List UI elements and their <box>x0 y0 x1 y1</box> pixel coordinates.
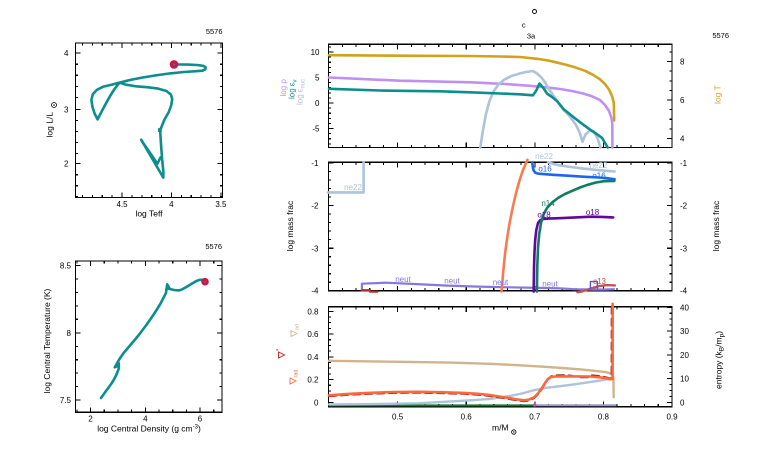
svg-text:5576: 5576 <box>206 27 223 36</box>
svg-text:c13: c13 <box>593 277 606 286</box>
svg-text:40: 40 <box>680 303 689 312</box>
svg-text:ne22: ne22 <box>590 161 608 170</box>
svg-text:-3: -3 <box>680 244 688 253</box>
svg-text:0: 0 <box>680 398 685 407</box>
svg-text:4: 4 <box>143 415 148 424</box>
svg-text:-3: -3 <box>311 244 319 253</box>
svg-text:log εν: log εν <box>288 80 299 99</box>
svg-text:2: 2 <box>64 160 69 169</box>
svg-text:0.2: 0.2 <box>307 376 319 385</box>
svg-text:log ρ: log ρ <box>279 79 288 97</box>
svg-text:entropy (kB/mp): entropy (kB/mp) <box>714 331 726 389</box>
svg-text:0.8: 0.8 <box>598 413 610 422</box>
svg-text:10: 10 <box>311 48 320 57</box>
svg-text:20: 20 <box>680 351 689 360</box>
svg-text:-1: -1 <box>680 159 688 168</box>
svg-text:0.4: 0.4 <box>307 353 319 362</box>
svg-text:30: 30 <box>680 327 689 336</box>
svg-text:-5: -5 <box>312 125 320 134</box>
svg-text:0.5: 0.5 <box>392 413 404 422</box>
svg-text:0.6: 0.6 <box>307 330 319 339</box>
svg-text:5576: 5576 <box>205 242 222 251</box>
svg-text:5576: 5576 <box>712 31 729 40</box>
svg-text:0: 0 <box>315 99 320 108</box>
svg-text:o18: o18 <box>537 210 551 219</box>
svg-text:ne22: ne22 <box>344 183 362 192</box>
svg-text:7.5: 7.5 <box>60 396 72 405</box>
svg-text:-4: -4 <box>311 287 319 296</box>
svg-text:log εnuc: log εnuc <box>296 79 307 105</box>
svg-text:n14: n14 <box>541 199 555 208</box>
svg-text:o16: o16 <box>592 172 606 181</box>
svg-text:ne22: ne22 <box>535 152 553 161</box>
svg-text:-4: -4 <box>680 287 688 296</box>
svg-text:o16: o16 <box>538 165 552 174</box>
svg-text:4: 4 <box>680 135 685 144</box>
svg-text:10: 10 <box>680 375 689 384</box>
svg-text:8: 8 <box>67 329 72 338</box>
svg-text:neut: neut <box>542 280 558 289</box>
svg-text:rad: rad <box>294 370 300 378</box>
svg-text:log mass frac: log mass frac <box>711 200 721 251</box>
svg-text:c: c <box>522 20 526 29</box>
svg-text:-1: -1 <box>311 159 319 168</box>
svg-text:-2: -2 <box>311 202 319 211</box>
svg-text:8.5: 8.5 <box>60 262 72 271</box>
svg-text:o18: o18 <box>586 208 600 217</box>
svg-text:3a: 3a <box>527 31 536 40</box>
svg-text:log L/L: log L/L <box>45 112 55 138</box>
svg-text:5: 5 <box>315 74 320 83</box>
svg-text:*: * <box>277 348 283 351</box>
svg-text:6: 6 <box>198 415 203 424</box>
svg-text:log Central Temperature (K): log Central Temperature (K) <box>42 288 52 393</box>
svg-text:2: 2 <box>88 415 93 424</box>
svg-text:log Teff: log Teff <box>135 209 163 219</box>
svg-text:8: 8 <box>680 58 685 67</box>
svg-text:0.8: 0.8 <box>307 307 319 316</box>
svg-text:3: 3 <box>64 105 69 114</box>
svg-text:4: 4 <box>64 49 69 58</box>
svg-text:4: 4 <box>169 200 174 209</box>
svg-text:log mass frac: log mass frac <box>285 200 295 251</box>
svg-text:neut: neut <box>395 275 411 284</box>
svg-text:log T: log T <box>713 85 723 104</box>
svg-text:neut: neut <box>444 276 460 285</box>
svg-text:0: 0 <box>314 398 319 407</box>
svg-text:0.7: 0.7 <box>529 413 541 422</box>
svg-text:ad: ad <box>295 324 301 330</box>
svg-text:6: 6 <box>680 96 685 105</box>
svg-text:4.5: 4.5 <box>116 200 128 209</box>
svg-text:-2: -2 <box>680 202 688 211</box>
svg-text:0.6: 0.6 <box>461 413 473 422</box>
svg-text:neut: neut <box>493 278 509 287</box>
svg-text:m/M: m/M <box>492 423 509 433</box>
svg-text:3.5: 3.5 <box>215 200 227 209</box>
svg-text:log Central Density (g cm-3): log Central Density (g cm-3) <box>97 424 201 434</box>
svg-text:0.9: 0.9 <box>666 413 678 422</box>
